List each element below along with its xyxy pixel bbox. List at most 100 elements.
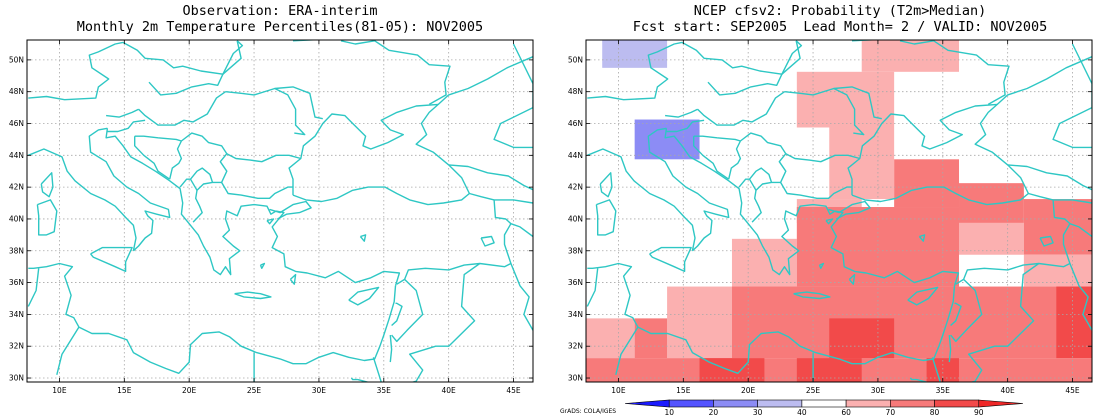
coastline [955, 223, 1071, 285]
colorbar-label: 80 [929, 408, 940, 417]
probability-cell-7 [959, 183, 1024, 223]
coastline [266, 218, 275, 225]
lon-tick-label: 15E [117, 386, 132, 395]
colorbar-swatch [757, 399, 803, 408]
coastline [289, 273, 297, 285]
lon-tick-label: 40E [1001, 386, 1016, 395]
colorbar-label: 90 [973, 408, 984, 417]
lat-tick-label: 38N [568, 246, 583, 255]
coastline [493, 199, 533, 238]
coastline [56, 326, 80, 375]
lon-tick-label: 25E [806, 386, 821, 395]
lat-tick-label: 48N [9, 87, 24, 96]
coastline [818, 262, 825, 269]
coastline [931, 357, 941, 382]
coastline [1052, 199, 1092, 238]
coastline [664, 128, 836, 276]
coastline [40, 172, 54, 198]
colorbar-swatch [978, 399, 1024, 408]
coastline [647, 127, 730, 252]
lon-tick-label: 35E [936, 386, 951, 395]
coastline [681, 40, 803, 75]
coastline [234, 291, 272, 300]
coastline [848, 273, 856, 285]
coastline [288, 103, 471, 196]
coastline [649, 246, 692, 273]
lat-tick-label: 36N [9, 278, 24, 287]
lon-tick-label: 35E [377, 386, 392, 395]
coastline [359, 234, 367, 242]
coastline [615, 326, 639, 375]
coastline [779, 182, 852, 200]
coastline [748, 167, 773, 183]
coastline [28, 262, 397, 374]
coastline [225, 87, 306, 136]
coastline [738, 178, 757, 191]
colorbar-swatch [624, 399, 670, 408]
coastline [1052, 43, 1092, 149]
lon-tick-label: 45E [1065, 386, 1080, 395]
coastline [1039, 235, 1054, 247]
probability-cell-12 [1023, 254, 1092, 287]
lat-tick-label: 32N [9, 342, 24, 351]
lon-tick-label: 40E [442, 386, 457, 395]
lat-tick-label: 46N [9, 119, 24, 128]
coastline [138, 91, 226, 126]
coastline [587, 41, 683, 101]
coastline [851, 40, 883, 42]
lon-tick-label: 45E [506, 386, 521, 395]
coastline [480, 235, 495, 247]
left-title-line2: Monthly 2m Temperature Percentiles(81-05… [76, 19, 484, 35]
lat-tick-label: 44N [568, 151, 583, 160]
lon-tick-label: 10E [52, 386, 67, 395]
lat-tick-label: 38N [9, 246, 24, 255]
coastline [28, 41, 124, 101]
coastline [169, 140, 183, 180]
coastline [599, 172, 613, 198]
map-frame [26, 39, 534, 383]
coastline [851, 186, 1029, 206]
coastline [907, 286, 939, 306]
colorbar-swatch [668, 399, 714, 408]
coastline [448, 164, 533, 191]
coastline [226, 153, 301, 163]
coastline [595, 199, 617, 236]
coastline [437, 56, 533, 105]
lat-tick-label: 36N [568, 278, 583, 287]
probability-cell-21 [829, 318, 895, 359]
grads-credit: GrADS: COLA/IGES [560, 408, 617, 415]
lat-tick-label: 50N [9, 55, 24, 64]
probability-cell-13 [667, 286, 732, 359]
colorbar-label: 20 [708, 408, 719, 417]
coastline [348, 286, 380, 306]
coastline [222, 40, 242, 75]
coastline [825, 218, 834, 225]
colorbar-swatch [713, 399, 758, 408]
coastline [27, 268, 40, 307]
coastline [340, 40, 451, 106]
coastline [693, 136, 730, 180]
coastline [271, 210, 401, 287]
coastline [510, 263, 533, 332]
coastline [220, 182, 293, 200]
coastline [391, 278, 424, 343]
coastline [586, 268, 599, 307]
coastline [269, 200, 312, 220]
colorbar-label: 40 [797, 408, 807, 417]
coastline [179, 178, 198, 191]
coastline [950, 302, 962, 327]
lon-tick-label: 10E [611, 386, 626, 395]
coastline [36, 199, 58, 236]
lat-tick-label: 40N [9, 214, 24, 223]
lat-tick-label: 44N [9, 151, 24, 160]
map-frame [585, 39, 1093, 383]
coastline [391, 302, 403, 327]
right-title-line1: NCEP cfsv2: Probability (T2m>Median) [693, 3, 987, 19]
coastline [666, 119, 705, 133]
probability-cell-0 [602, 40, 668, 68]
lat-tick-label: 42N [568, 183, 583, 192]
lat-tick-label: 46N [568, 119, 583, 128]
coastline [409, 262, 481, 382]
